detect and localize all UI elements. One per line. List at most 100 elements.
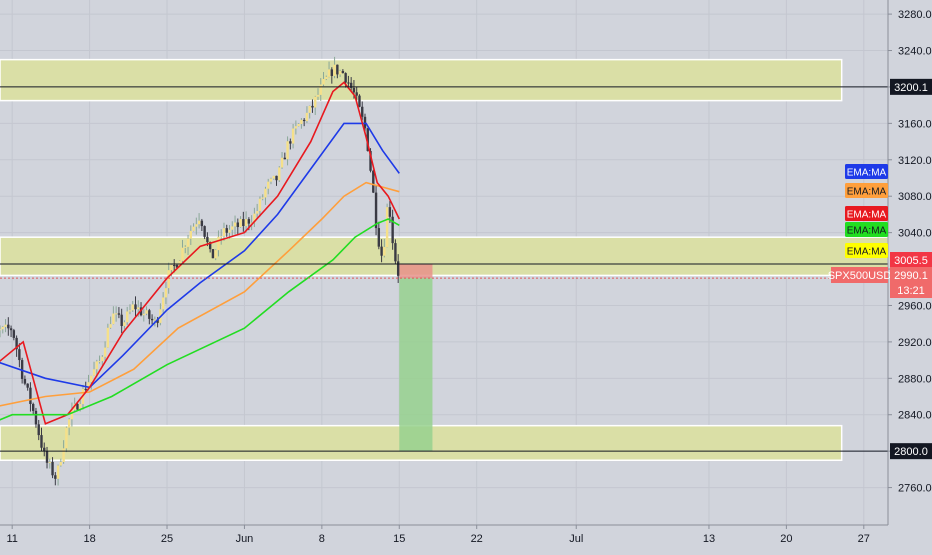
legend-label: EMA:MA [847,187,887,198]
candle-body [361,106,364,117]
candle-body [391,216,394,244]
ema-line-2 [0,181,400,407]
y-tick-label: 2760.0 [898,483,932,495]
x-tick-label: 8 [319,533,325,545]
legend-label: EMA:MA [847,210,887,221]
candle-body [349,82,353,88]
candle-body [161,297,165,310]
candle-body [78,404,82,410]
candle-body [242,219,245,226]
candle-body [372,170,375,193]
candle-body [95,361,98,370]
candle-body [347,82,350,84]
candle-body [355,92,358,96]
candle-body [1,326,4,330]
candle-body [62,448,65,463]
candle-body [377,228,381,247]
price-tag [890,267,932,283]
y-tick-label: 3280.0 [898,9,932,21]
candle-body [314,96,317,108]
candle-body [153,319,157,321]
price-tag [890,443,932,460]
candle-body [211,249,215,259]
x-tick-label: 22 [471,533,483,545]
candle-body [120,314,123,326]
candle-body [208,242,212,250]
candle-body [175,265,179,268]
candle-body [18,349,21,361]
candle-body [278,167,281,181]
y-tick-label: 3040.0 [898,228,932,240]
candle-body [9,328,13,331]
candle-body [352,87,356,93]
candle-body [173,265,176,267]
legend-label: EMA:MA [847,168,887,179]
price-tag-label: 13:21 [897,285,925,297]
legend-swatch [845,206,888,221]
candle-body [220,236,223,238]
x-tick-label: Jul [569,533,583,545]
candle-body [394,243,397,262]
candle-body [272,175,275,179]
legend-layer: EMA:MA EMA:MA EMA:MA EMA:MA EMA:MA [845,164,888,258]
candle-body [228,229,231,233]
candle-body [195,224,198,227]
candle-body [84,388,87,390]
candle-body [23,378,27,384]
candle-body [148,310,151,319]
candle-body [264,188,267,198]
candle-body [338,70,342,75]
candle-layer [0,56,400,486]
candle-body [4,324,7,327]
candle-body [7,324,10,329]
legend-swatch [845,243,888,258]
candle-body [206,236,209,243]
price-tag [831,267,888,283]
candle-body [203,226,206,237]
candle-body [181,247,184,261]
candle-body [327,69,331,77]
price-tag-label: 2800.0 [894,446,928,458]
position-stop-area [399,264,433,279]
candle-body [244,219,248,226]
candle-body [366,128,369,151]
candle-body [305,112,309,122]
candle-body [316,94,320,97]
candle-body [294,126,298,129]
y-tick-label: 2920.0 [898,337,932,349]
price-tag [890,252,932,268]
candle-body [142,313,145,316]
candle-body [200,220,204,227]
candle-body [233,222,237,227]
candle-body [197,220,201,225]
candle-body [344,73,347,83]
candle-body [330,69,334,76]
candle-body [286,141,289,160]
candle-body [54,475,57,479]
candle-body [275,175,278,181]
candle-body [12,330,16,338]
candle-body [56,465,60,479]
candle-body [114,313,118,315]
candle-body [112,313,115,325]
candle-body [255,211,259,214]
candle-body [117,313,121,315]
ema-line-3 [0,81,401,425]
candle-body [258,198,262,212]
candle-body [291,128,295,144]
legend-swatch [845,164,888,179]
candle-body [267,181,270,189]
candle-body [341,70,345,74]
candle-body [87,382,90,390]
candle-body [289,141,292,144]
candle-body [98,361,101,363]
y-tick-label: 3240.0 [898,46,932,58]
candle-body [300,119,303,124]
candle-body [311,105,314,108]
horizontal-line-layer [0,86,888,452]
candle-body [134,304,137,310]
y-tick-label: 3120.0 [898,155,932,167]
candle-body [184,246,187,248]
